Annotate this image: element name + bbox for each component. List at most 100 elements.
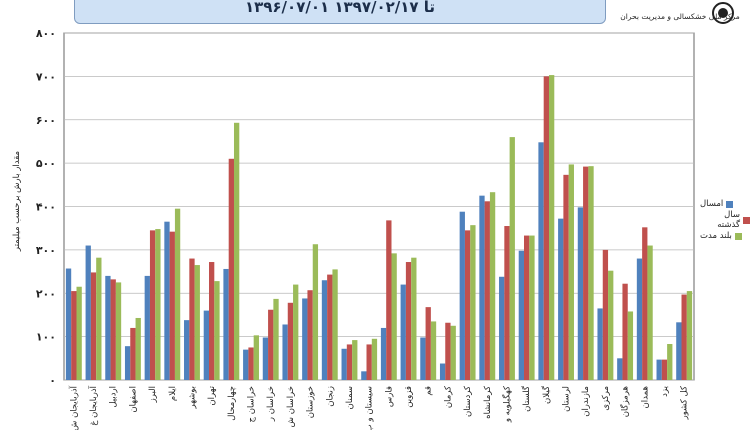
bar [681,294,687,380]
bar [85,245,91,380]
x-ticks: آذربایجان ش آذربایجان غ اردبیل اصفهان البرز ا… [67,385,689,430]
bar [642,227,648,380]
bar [538,142,544,380]
y-tick-label: ۷۰۰ [36,70,56,83]
x-tick-label: اردبیل [109,386,119,408]
bar [366,344,372,380]
bar [352,340,358,380]
x-tick-label: تهران [207,385,217,405]
x-tick-label: کرمان [443,385,453,408]
title-banner: ۱۳۹۶/۰۷/۰۱ تا ۱۳۹۷/۰۲/۱۷ [74,0,606,24]
bar [361,371,367,380]
x-tick-label: سیستان و ب [365,386,375,430]
x-tick-label: مرکزی [601,386,611,411]
bar [425,307,431,380]
bar [76,286,82,380]
legend: امسال سال گذشته بلند مدت [700,196,750,244]
bar [479,195,485,380]
bar [558,218,564,380]
x-tick-label: گیلان [541,385,552,404]
bar [400,284,406,380]
bar [470,225,476,380]
bar [144,275,150,380]
legend-item: سال گذشته [700,210,750,230]
bar [233,122,240,380]
legend-swatch [743,216,750,224]
bar [686,291,693,380]
bar [346,344,353,380]
bar [341,348,347,380]
bar [568,164,574,380]
bar [243,349,249,380]
bar [189,258,195,380]
bar [548,75,555,380]
bar [420,337,426,380]
y-tick-label: ۴۰۰ [36,201,56,214]
bar [174,208,181,380]
bar [627,311,634,380]
bar [430,321,437,380]
bar [124,346,131,380]
bar [115,282,122,380]
x-tick-label: البرز [148,386,158,403]
bar [273,298,279,380]
bar [203,310,210,380]
bar [110,279,116,380]
bar [464,230,471,380]
y-tick-label: ۰ [49,374,56,387]
bar [518,250,525,380]
y-tick-label: ۲۰۰ [36,287,56,300]
bar [602,249,609,380]
bar [647,245,653,380]
bar [439,363,446,380]
x-tick-label: خراسان ر [266,386,276,422]
bar [391,253,397,380]
bar [164,221,170,380]
bar [617,358,623,380]
bar [405,262,412,380]
bar [287,302,294,380]
x-tick-label: اصفهان [128,386,138,413]
x-tick-label: کردستان [463,385,473,417]
bar [380,327,387,380]
x-tick-label: چهارمحال [227,386,237,421]
x-tick-label: همدان [640,386,650,408]
bar [445,322,451,380]
x-tick-label: بوشهر [187,386,197,410]
x-tick-label: کل کشور [680,385,690,420]
bar [155,229,161,380]
bar [509,137,515,380]
bar [302,298,308,380]
bar [504,226,510,380]
bar [332,269,338,380]
x-tick-label: سمنان [345,386,355,409]
bar [489,192,496,380]
bar [563,174,569,380]
bar [667,343,673,380]
x-tick-label: خراسان ش [286,386,296,427]
bar [597,308,603,380]
bar [65,268,72,380]
x-tick-label: خوزستان [306,386,316,418]
y-tick-label: ۱۰۰ [36,331,56,344]
legend-label: بلند مدت [700,231,732,241]
logo-icon [712,2,734,24]
bar [577,207,584,380]
x-tick-label: آذربایجان غ [87,385,99,425]
bar [312,244,319,380]
bar [450,325,456,380]
bar [71,291,77,380]
y-tick-label: ۶۰۰ [36,114,56,127]
x-tick-label: لرستان [562,386,572,412]
x-tick-label: کهگیلویه و [501,385,512,423]
bar [327,274,333,380]
y-tick-label: ۵۰۰ [36,157,56,170]
x-tick-label: یزد [660,385,670,396]
legend-item: بلند مدت [700,228,750,244]
organization-name: مرکز ملی خشکسالی و مدیریت بحران [620,12,740,21]
bar [135,317,141,380]
x-tick-label: گلستان [521,385,532,412]
bar [588,166,594,380]
bar [130,327,136,380]
